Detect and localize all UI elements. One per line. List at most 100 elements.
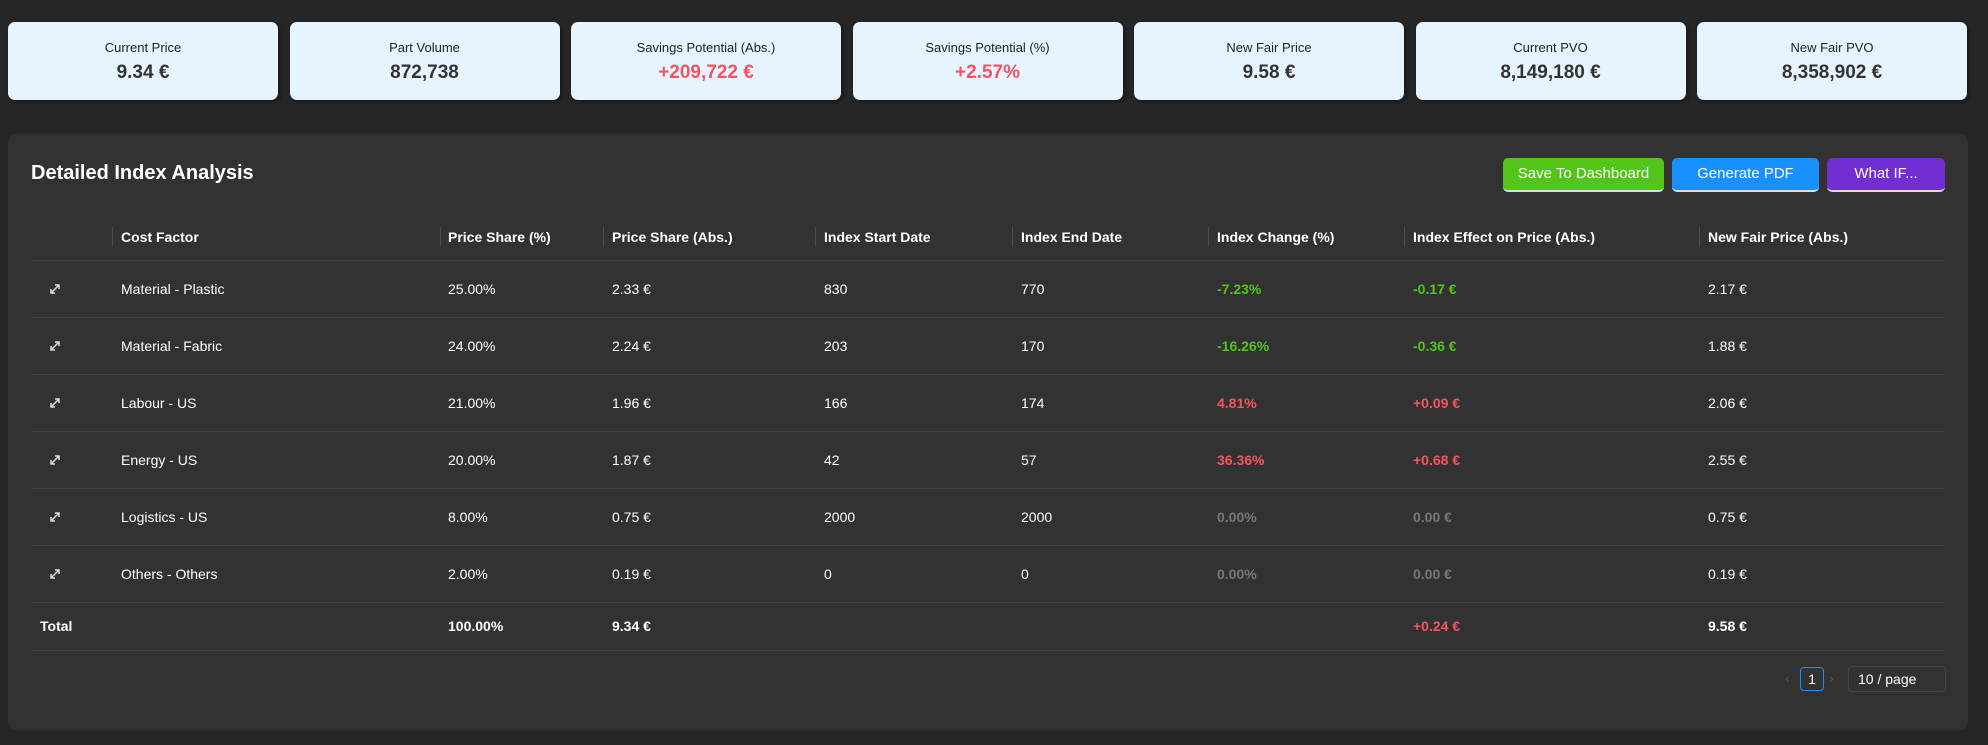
kpi-label: Current PVO — [1513, 40, 1588, 55]
column-separator — [1404, 227, 1405, 247]
table-cell: -0.36 € — [1413, 338, 1457, 354]
row-border — [31, 545, 1945, 546]
row-border — [31, 374, 1945, 375]
expand-glyph — [50, 341, 60, 351]
button[interactable]: Save To Dashboard — [1503, 158, 1664, 192]
kpi-card: Current PVO 8,149,180 € — [1415, 22, 1686, 100]
next-page[interactable]: › — [1829, 670, 1834, 686]
table-cell: 203 — [824, 338, 848, 354]
total-cell: 100.00% — [448, 618, 504, 634]
row-border — [31, 602, 1945, 603]
table-cell: 36.36% — [1217, 452, 1265, 468]
table-cell: 770 — [1021, 281, 1045, 297]
column-header: Cost Factor — [121, 229, 199, 245]
column-separator — [440, 227, 441, 247]
table-cell: -7.23% — [1217, 281, 1262, 297]
table-cell: Material - Plastic — [121, 281, 225, 297]
table-cell: 20.00% — [448, 452, 496, 468]
kpi-value: 9.58 € — [1242, 62, 1296, 83]
column-separator — [815, 227, 816, 247]
table-cell: 2.55 € — [1708, 452, 1747, 468]
table-cell: 0.19 € — [612, 566, 651, 582]
row-border — [31, 650, 1945, 651]
table-cell: 21.00% — [448, 395, 496, 411]
table-cell: -0.17 € — [1413, 281, 1457, 297]
column-header: Index Change (%) — [1217, 229, 1335, 245]
kpi-value: 872,738 — [390, 62, 459, 83]
total-cell: +0.24 € — [1413, 618, 1461, 634]
kpi-label: Savings Potential (Abs.) — [636, 40, 776, 55]
kpi-label: Savings Potential (%) — [925, 40, 1050, 55]
expand-icon[interactable] — [48, 567, 62, 581]
table-cell: 170 — [1021, 338, 1045, 354]
column-separator — [112, 227, 113, 247]
expand-glyph — [50, 569, 60, 579]
total-cell: 9.34 € — [612, 618, 651, 634]
column-header: Index Start Date — [824, 229, 931, 245]
table-cell: 25.00% — [448, 281, 496, 297]
table-cell: 0.00 € — [1413, 566, 1452, 582]
table-cell: 2.06 € — [1708, 395, 1747, 411]
table-cell: 0 — [1021, 566, 1029, 582]
row-border — [31, 488, 1945, 489]
row-border — [31, 260, 1945, 261]
table-cell: 2000 — [1021, 509, 1053, 525]
column-header: Index Effect on Price (Abs.) — [1413, 229, 1596, 245]
table-cell: -16.26% — [1217, 338, 1270, 354]
expand-icon[interactable] — [48, 396, 62, 410]
kpi-card: New Fair PVO 8,358,902 € — [1697, 22, 1967, 100]
kpi-label: Current Price — [104, 40, 182, 55]
table-cell: 0 — [824, 566, 832, 582]
kpi-label: Part Volume — [389, 40, 460, 55]
column-header: Index End Date — [1021, 229, 1123, 245]
kpi-value: +209,722 € — [658, 62, 754, 83]
table-cell: 0.00% — [1217, 509, 1257, 525]
column-header: Price Share (Abs.) — [612, 229, 733, 245]
button[interactable]: What IF... — [1827, 158, 1945, 192]
row-border — [31, 431, 1945, 432]
expand-icon[interactable] — [48, 282, 62, 296]
table-cell: Energy - US — [121, 452, 198, 468]
column-header: Price Share (%) — [448, 229, 551, 245]
table-cell: 2.17 € — [1708, 281, 1747, 297]
table-cell: 166 — [824, 395, 848, 411]
table-cell: 0.75 € — [1708, 509, 1747, 525]
table-cell: 8.00% — [448, 509, 488, 525]
table-cell: 4.81% — [1217, 395, 1257, 411]
expand-icon[interactable] — [48, 510, 62, 524]
kpi-value: 9.34 € — [116, 62, 170, 83]
table-cell: Others - Others — [121, 566, 218, 582]
button[interactable]: Generate PDF — [1672, 158, 1819, 192]
kpi-value: 8,149,180 € — [1500, 62, 1601, 83]
table-cell: Material - Fabric — [121, 338, 223, 354]
page-size-select[interactable]: 10 / page — [1848, 666, 1946, 692]
page-number[interactable]: 1 — [1800, 667, 1824, 691]
panel — [8, 134, 1968, 730]
table-cell: 42 — [824, 452, 840, 468]
table-cell: +0.09 € — [1413, 395, 1461, 411]
table-cell: 2000 — [824, 509, 856, 525]
expand-icon[interactable] — [48, 339, 62, 353]
table-cell: 0.19 € — [1708, 566, 1747, 582]
prev-page[interactable]: ‹ — [1785, 670, 1790, 686]
table-cell: 830 — [824, 281, 848, 297]
kpi-value: +2.57% — [955, 62, 1020, 83]
total-cell: Total — [40, 618, 73, 634]
column-header: New Fair Price (Abs.) — [1708, 229, 1849, 245]
expand-icon[interactable] — [48, 453, 62, 467]
kpi-card: Savings Potential (Abs.) +209,722 € — [571, 22, 841, 100]
expand-glyph — [50, 455, 60, 465]
kpi-card: Current Price 9.34 € — [8, 22, 278, 100]
table-cell: 174 — [1021, 395, 1045, 411]
column-separator — [1208, 227, 1209, 247]
column-separator — [603, 227, 604, 247]
panel-title: Detailed Index Analysis — [31, 162, 254, 184]
table-cell: 24.00% — [448, 338, 496, 354]
kpi-card: New Fair Price 9.58 € — [1134, 22, 1404, 100]
table-cell: 1.88 € — [1708, 338, 1747, 354]
expand-glyph — [50, 512, 60, 522]
table-cell: 0.00% — [1217, 566, 1257, 582]
kpi-value: 8,358,902 € — [1781, 62, 1883, 83]
table-cell: 1.96 € — [612, 395, 651, 411]
